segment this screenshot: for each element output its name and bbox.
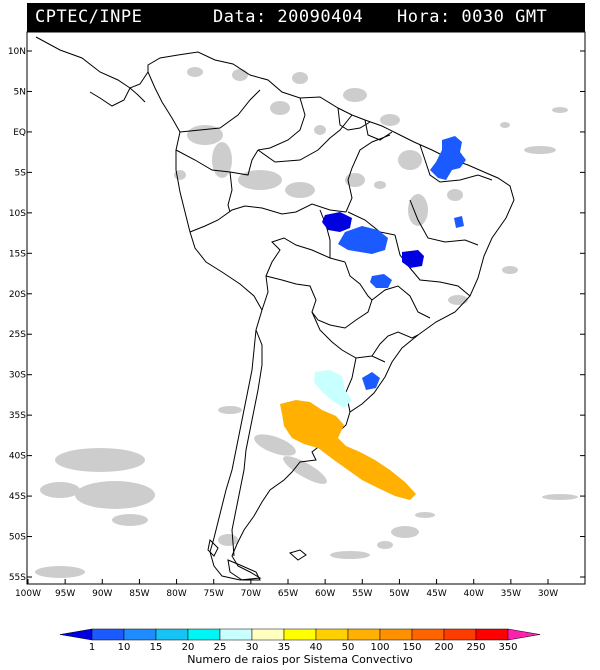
lat-label: 55S: [9, 573, 26, 583]
convective-system: [402, 250, 424, 268]
colorbar-swatch: [91, 628, 125, 641]
lon-label: 80W: [166, 589, 186, 599]
time-label: Hora: 0030 GMT: [397, 7, 548, 27]
colorbar-swatch: [155, 628, 189, 641]
lat-label: 15S: [9, 249, 26, 259]
south-america-coastline: [147, 51, 515, 581]
colorbar-swatch: [251, 628, 285, 641]
colorbar-swatch: [507, 628, 541, 641]
colorbar-label: 15: [150, 642, 163, 653]
colorbar-swatch: [443, 628, 477, 641]
lat-label: 30S: [9, 371, 26, 381]
lat-label: 10N: [8, 47, 26, 57]
colorbar-label: 20: [182, 642, 195, 653]
colorbar-swatch: [219, 628, 253, 641]
colorbar-label: 250: [466, 642, 485, 653]
southern-islands: [207, 538, 307, 581]
lat-label: 25S: [9, 330, 26, 340]
convective-system: [370, 274, 392, 288]
colorbar-swatch: [411, 628, 445, 641]
lon-label: 70W: [241, 589, 261, 599]
colorbar-label: 50: [342, 642, 355, 653]
longitude-axis: 100W 95W 90W 85W 80W 75W 70W 65W 60W 55W 50W 45W 40W…: [15, 579, 558, 599]
colorbar-title: Numero de raios por Sistema Convectivo: [187, 653, 413, 666]
colorbar-swatch: [475, 628, 509, 641]
colorbar-swatch: [59, 628, 93, 641]
cloud-cover: [35, 67, 578, 578]
lon-label: 95W: [55, 589, 75, 599]
latitude-axis: 10N 5N EQ 5S 10S 15S 20S 25S 30S 35S 40S 45S 50S 55S: [8, 47, 585, 583]
colorbar-label: 100: [370, 642, 389, 653]
colorbar: 1 10 15 20 25 30 35 40 50 100 150 200 250 350: [59, 628, 541, 653]
lat-label: 10S: [9, 209, 26, 219]
country-borders: [175, 89, 493, 557]
lat-label: 35S: [9, 411, 26, 421]
colorbar-label: 200: [434, 642, 453, 653]
convective-system: [314, 370, 352, 408]
colorbar-swatch: [347, 628, 381, 641]
colorbar-label: 25: [214, 642, 227, 653]
lon-label: 75W: [204, 589, 224, 599]
colorbar-swatch: [283, 628, 317, 641]
lon-label: 60W: [315, 589, 335, 599]
colorbar-swatch: [187, 628, 221, 641]
convective-systems: [280, 136, 466, 500]
lon-label: 90W: [92, 589, 112, 599]
lon-label: 35W: [501, 589, 521, 599]
lat-label: 20S: [9, 290, 26, 300]
lat-label: 50S: [9, 533, 26, 543]
convective-system: [338, 226, 388, 254]
convective-system: [362, 372, 380, 390]
colorbar-label: 10: [118, 642, 131, 653]
lat-label: 5S: [15, 168, 27, 178]
colorbar-label: 35: [278, 642, 291, 653]
lon-label: 40W: [464, 589, 484, 599]
date-label: Data: 20090404: [213, 7, 364, 27]
lat-label: 5N: [14, 87, 26, 97]
colorbar-label: 350: [498, 642, 517, 653]
colorbar-label: 40: [310, 642, 323, 653]
convective-system: [430, 136, 466, 180]
colorbar-label: 150: [402, 642, 421, 653]
lat-label: 45S: [9, 492, 26, 502]
source-label: CPTEC/INPE: [35, 7, 143, 27]
lon-label: 100W: [15, 589, 41, 599]
lon-label: 50W: [389, 589, 409, 599]
lat-label: EQ: [13, 128, 26, 138]
colorbar-swatch: [379, 628, 413, 641]
lon-label: 30W: [538, 589, 558, 599]
map-header: CPTEC/INPE Data: 20090404 Hora: 0030 GMT: [27, 3, 585, 32]
lon-label: 65W: [278, 589, 298, 599]
colorbar-swatch: [123, 628, 157, 641]
colorbar-label: 1: [89, 642, 95, 653]
colorbar-swatch: [315, 628, 349, 641]
lon-label: 55W: [352, 589, 372, 599]
colorbar-label: 30: [246, 642, 259, 653]
convective-system: [322, 212, 352, 232]
convective-system: [280, 400, 416, 500]
convective-system: [454, 216, 464, 228]
lon-label: 45W: [426, 589, 446, 599]
lat-label: 40S: [9, 452, 26, 462]
lon-label: 85W: [129, 589, 149, 599]
central-america-coastline: [35, 36, 149, 107]
